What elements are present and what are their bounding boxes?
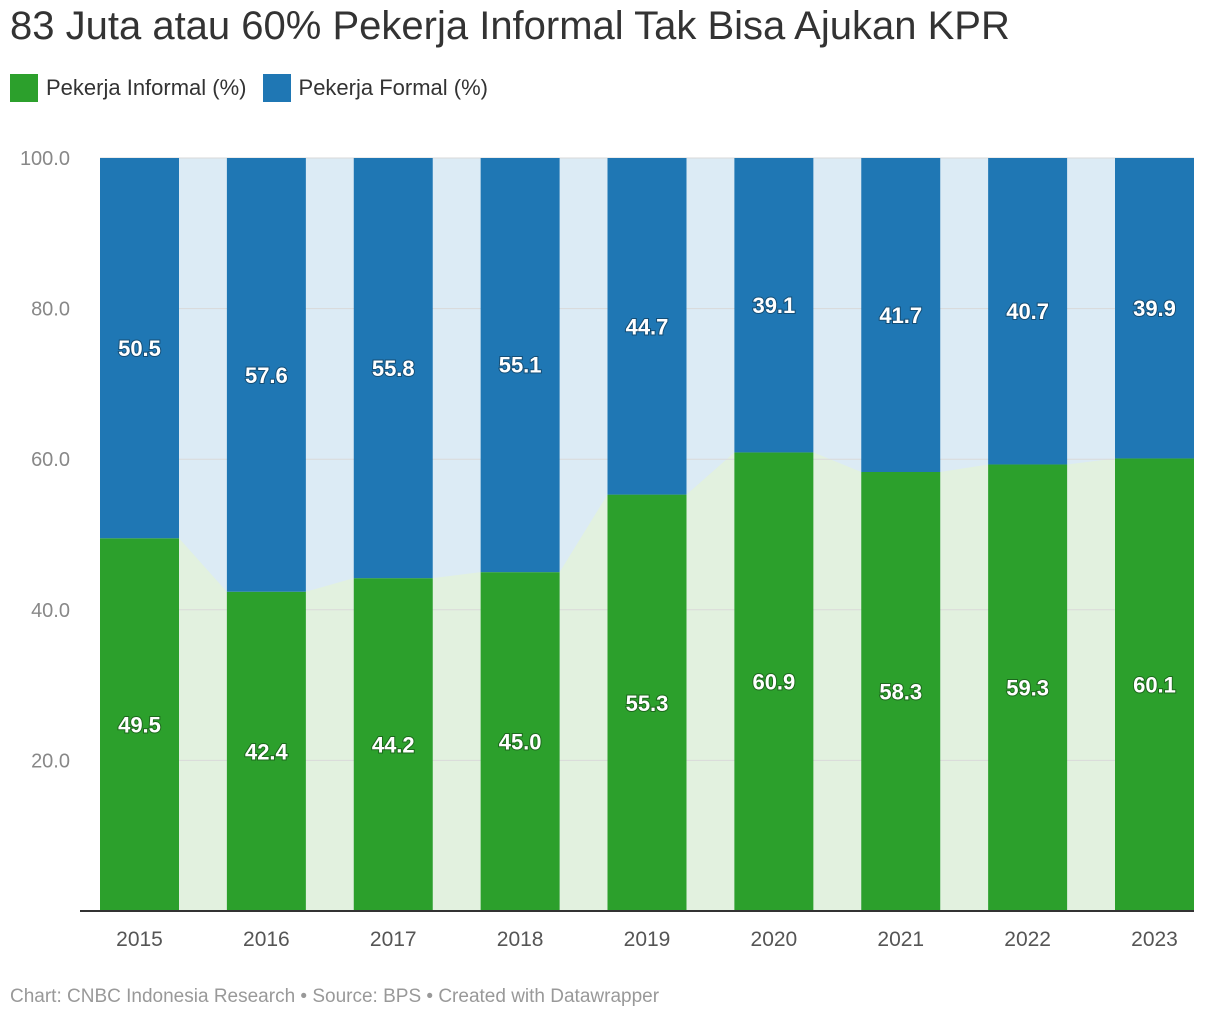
bar-informal [1115,458,1194,911]
bar-formal [607,158,687,495]
bar-formal [1115,158,1194,459]
x-tick-label: 2023 [1131,928,1178,951]
legend-swatch-formal [262,74,291,102]
bar-informal [988,464,1068,911]
stacked-bar-chart: 20.0 40.0 60.0 80.0 100.0 49.5 50.5 2015 42.4 57.… [20,148,1194,951]
chart-title: 83 Juta atau 60% Pekerja Informal Tak Bi… [10,4,1010,48]
bar-informal [100,538,179,911]
area-connector-informal [686,452,735,911]
x-tick-label: 2021 [877,928,924,951]
bar-informal [226,591,306,911]
legend-item-formal: Pekerja Formal (%) [262,74,488,102]
bar-informal [607,494,687,911]
bar-formal [861,158,941,473]
value-label-formal: 39.1 [752,293,795,318]
area-connector-informal [179,538,227,911]
y-tick-label: 60.0 [31,449,70,471]
bar-informal [734,452,814,911]
legend-item-informal: Pekerja Informal (%) [10,74,247,102]
y-tick-label: 40.0 [31,600,70,622]
x-tick-label: 2020 [751,928,798,951]
x-tick-label: 2016 [243,928,290,951]
chart-footer: Chart: CNBC Indonesia Research • Source:… [10,986,660,1007]
value-label-informal: 59.3 [1006,676,1049,701]
area-connector-informal [432,572,481,911]
bar-informal [480,572,560,911]
legend-label-informal: Pekerja Informal (%) [46,75,247,100]
x-tick-label: 2022 [1004,928,1051,951]
bar-formal [480,158,560,573]
area-connector-informal [559,494,608,911]
value-label-formal: 44.7 [626,314,669,339]
bar-formal [226,158,306,592]
bar-formal [988,158,1068,465]
legend-swatch-informal [10,74,38,102]
area-connector-informal [940,464,989,911]
value-label-formal: 41.7 [879,303,922,328]
value-label-informal: 42.4 [245,739,289,764]
value-label-informal: 58.3 [879,680,922,705]
bar-formal [353,158,433,579]
bar-informal [353,578,433,911]
value-label-informal: 49.5 [118,713,161,738]
value-label-informal: 60.9 [752,670,795,695]
value-label-formal: 55.8 [372,356,415,381]
x-tick-label: 2015 [116,928,163,951]
chart-legend: Pekerja Informal (%) Pekerja Formal (%) [10,72,504,104]
value-label-formal: 40.7 [1006,299,1049,324]
value-label-informal: 45.0 [499,730,542,755]
value-label-informal: 60.1 [1133,673,1176,698]
x-tick-label: 2019 [624,928,671,951]
area-connector-informal [305,578,354,911]
area-connector-informal [813,452,862,911]
bar-formal [100,158,179,539]
x-tick-label: 2018 [497,928,544,951]
bar-informal [861,472,941,911]
x-tick-label: 2017 [370,928,417,951]
value-label-informal: 44.2 [372,733,415,758]
y-tick-label: 20.0 [31,750,70,772]
value-label-formal: 57.6 [245,363,288,388]
bar-formal [734,158,814,453]
value-label-formal: 50.5 [118,336,161,361]
legend-label-formal: Pekerja Formal (%) [298,75,488,100]
y-tick-label: 80.0 [31,299,70,321]
y-tick-label: 100.0 [20,148,70,170]
value-label-informal: 55.3 [626,691,669,716]
area-connector-informal [1067,458,1115,911]
value-label-formal: 39.9 [1133,296,1176,321]
value-label-formal: 55.1 [499,353,542,378]
